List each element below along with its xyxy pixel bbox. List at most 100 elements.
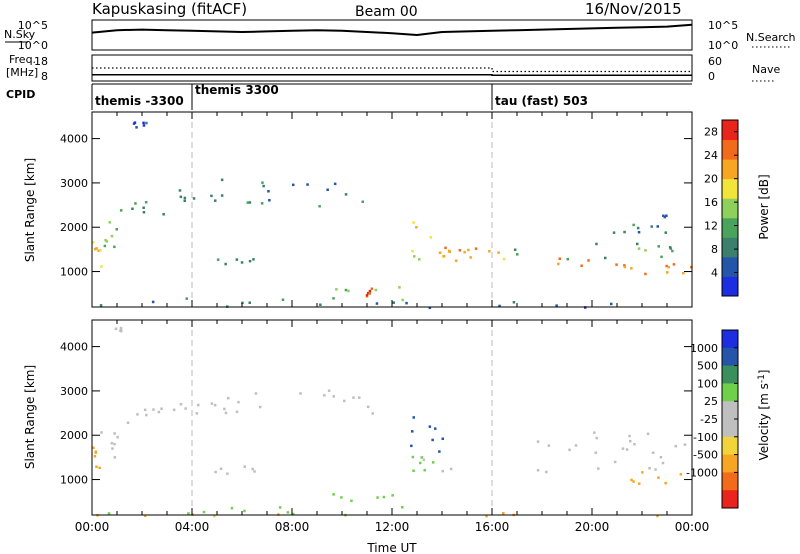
colorbar-segment (722, 454, 738, 473)
scatter-cell (248, 259, 252, 263)
scatter-cell (434, 427, 437, 430)
scatter-cell (632, 480, 635, 483)
y-tick-label: 1000 (60, 474, 88, 487)
scatter-cell (401, 298, 404, 302)
scatter-cell (281, 298, 285, 301)
x-tick-label: 16:00 (475, 520, 510, 534)
scatter-cell (411, 455, 415, 459)
scatter-cell (243, 509, 246, 513)
scatter-cell (610, 302, 613, 306)
scatter-cell (111, 447, 114, 450)
noise-left-top-tick: 10^5 (18, 19, 48, 32)
scatter-cell (415, 226, 418, 229)
cpid-segment-label: themis -3300 (95, 94, 184, 108)
scatter-cell (237, 400, 240, 404)
scatter-cell (268, 199, 271, 202)
scatter-cell (183, 196, 187, 200)
scatter-cell (444, 246, 447, 250)
scatter-cell (644, 272, 647, 276)
scatter-cell (441, 437, 444, 440)
scatter-cell (108, 221, 111, 224)
scatter-cell (135, 126, 138, 129)
cpid-segments: themis -3300 themis 3300 tau (fast) 503 (91, 83, 588, 110)
scatter-cell (335, 288, 338, 291)
scatter-cell (422, 458, 426, 461)
velocity-colorbar: 1000 500 100 25 -25 -100 -500 -1000 (686, 329, 739, 509)
scatter-cell (512, 301, 516, 304)
scatter-cell (113, 245, 116, 249)
scatter-cell (458, 249, 462, 252)
scatter-cell (547, 444, 551, 447)
scatter-cell (656, 514, 659, 518)
scatter-cell (467, 248, 470, 252)
scatter-cell (235, 410, 239, 414)
scatter-cell (214, 470, 217, 474)
scatter-cell (131, 207, 134, 210)
nave-right-top-tick: 60 (708, 55, 722, 68)
scatter-cell (142, 206, 145, 209)
scatter-cell (613, 460, 617, 464)
noise-right-bottom-tick: 10^0 (708, 39, 738, 52)
scatter-cell (116, 435, 119, 439)
scatter-cell (574, 444, 578, 447)
scatter-cell (428, 306, 432, 310)
scatter-cell (98, 466, 101, 470)
scatter-cell (630, 478, 633, 482)
scatter-cell (240, 261, 244, 264)
y-tick-label: 1000 (60, 266, 88, 279)
power-colorbar: 4 8 12 16 20 24 28 (704, 119, 739, 297)
power-panel: 1000 2000 3000 4000 Slant Range [km] 4 8 12 16… (23, 111, 771, 310)
scatter-cell (418, 258, 421, 261)
scatter-cell (224, 262, 227, 266)
scatter-cell (441, 469, 444, 473)
y-tick-label: 3000 (60, 177, 88, 190)
scatter-cell (413, 255, 416, 258)
scatter-cell (332, 297, 335, 300)
scatter-cell (213, 403, 217, 407)
scatter-cell (142, 211, 146, 214)
scatter-cell (95, 465, 98, 468)
scatter-cell (612, 231, 616, 234)
colorbar-segment (722, 419, 738, 438)
scatter-cell (636, 242, 639, 246)
scatter-cell (621, 447, 625, 450)
scatter-cell (366, 291, 370, 295)
scatter-cell (412, 221, 415, 224)
scatter-cell (442, 255, 446, 258)
y-tick-label: 2000 (60, 221, 88, 234)
x-tick-label: 00:00 (75, 520, 110, 534)
scatter-cell (246, 201, 250, 204)
scatter-cell (230, 506, 234, 510)
scatter-cell (142, 121, 145, 125)
scatter-cell (143, 408, 147, 412)
scatter-cell (93, 455, 97, 458)
colorbar-segment (722, 490, 738, 509)
scatter-cell (431, 461, 435, 464)
scatter-cell (593, 431, 596, 434)
colorbar-segment (722, 436, 738, 456)
scatter-cell (638, 482, 641, 485)
scatter-cell (220, 178, 224, 182)
scatter-cell (366, 405, 370, 409)
scatter-cell (412, 469, 415, 472)
scatter-cell (100, 265, 103, 268)
colorbar-segment (722, 256, 738, 277)
scatter-cell (474, 247, 478, 250)
frequency-line (92, 74, 692, 77)
scatter-cell (350, 499, 353, 503)
scatter-cell (597, 467, 600, 470)
y-tick-label: 4000 (60, 133, 88, 146)
scatter-cell (438, 251, 442, 254)
scatter-cell (210, 194, 213, 198)
scatter-cell (119, 209, 123, 212)
scatter-cell (536, 469, 540, 472)
scatter-cell (566, 257, 569, 261)
scatter-cell (382, 495, 386, 499)
scatter-cell (485, 514, 488, 518)
y-tick-label: 4000 (60, 341, 88, 354)
colorbar-tick-label: 24 (704, 149, 718, 162)
power-scatter-cells (92, 121, 693, 310)
scatter-cell (650, 225, 653, 228)
colorbar-segment (722, 217, 738, 238)
